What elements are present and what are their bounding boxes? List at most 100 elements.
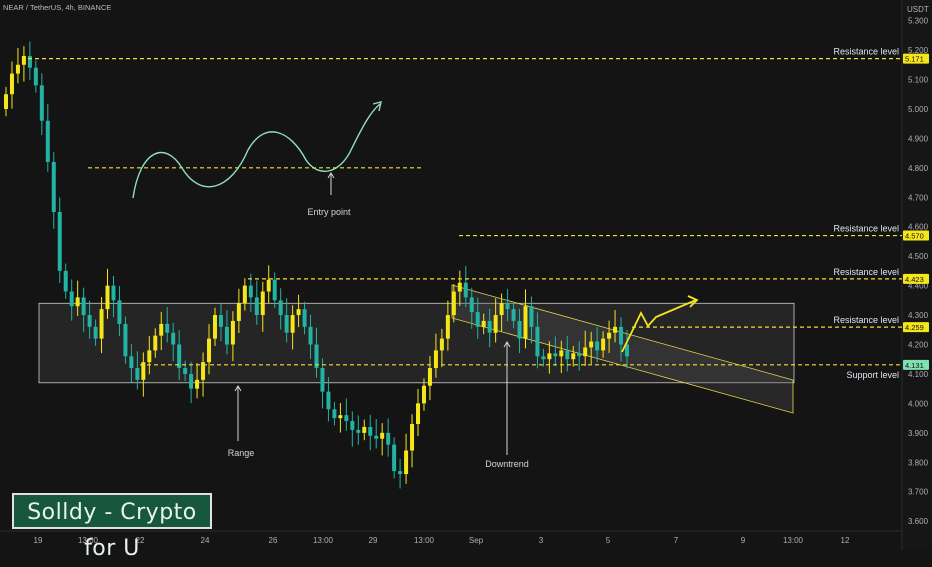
candle bbox=[386, 418, 391, 457]
candle bbox=[302, 301, 307, 335]
candle-body bbox=[302, 309, 307, 327]
candle-body bbox=[463, 282, 468, 298]
candle bbox=[589, 331, 594, 365]
candle bbox=[93, 319, 98, 346]
candle bbox=[398, 459, 403, 489]
candle bbox=[57, 197, 62, 283]
candle-body bbox=[177, 344, 182, 369]
candle bbox=[27, 41, 32, 80]
candle bbox=[21, 46, 26, 82]
candle-body bbox=[165, 323, 170, 333]
entry-pointer-head bbox=[327, 172, 335, 179]
candle bbox=[87, 300, 92, 339]
candle-body bbox=[326, 391, 331, 410]
candle-body bbox=[9, 73, 14, 95]
candle-body bbox=[123, 323, 128, 357]
candle-body bbox=[320, 368, 325, 392]
candle bbox=[493, 298, 498, 343]
candle-body bbox=[535, 326, 540, 357]
candle-body bbox=[583, 347, 588, 357]
candle-body bbox=[266, 279, 271, 292]
candle-body bbox=[350, 421, 355, 430]
level-label: Resistance level bbox=[833, 315, 899, 325]
candle bbox=[15, 47, 20, 84]
candle bbox=[571, 345, 576, 367]
candle-body bbox=[201, 362, 206, 380]
price-tick-label: 4.100 bbox=[908, 370, 929, 379]
candle-body bbox=[619, 326, 624, 345]
candle-body bbox=[380, 432, 385, 439]
candle bbox=[625, 330, 629, 369]
candle bbox=[374, 418, 379, 449]
price-tick-label: 4.700 bbox=[908, 193, 929, 202]
price-levels: Resistance level 5.171 Resistance level 4.5… bbox=[28, 47, 929, 380]
candle bbox=[45, 103, 50, 172]
time-tick-label: 24 bbox=[201, 536, 210, 545]
candle bbox=[177, 330, 182, 381]
level-badge-text: 4.259 bbox=[905, 323, 924, 332]
candle-body bbox=[81, 297, 86, 316]
candle bbox=[63, 263, 68, 299]
time-axis-ticks: 19 13:00 22 24 26 13:00 29 13:00 Sep 3 5 7 9 13:00 12 bbox=[34, 536, 850, 545]
candle bbox=[147, 335, 152, 375]
candle-body bbox=[499, 303, 504, 316]
candle-body bbox=[260, 291, 265, 316]
range-zone bbox=[38, 302, 795, 384]
candle-body bbox=[589, 341, 594, 348]
candle bbox=[153, 328, 158, 358]
candle bbox=[242, 278, 247, 311]
candle bbox=[601, 331, 606, 358]
candle-body bbox=[27, 55, 32, 68]
level-badge-text: 4.131 bbox=[905, 361, 924, 370]
candle-body bbox=[410, 424, 415, 451]
candle-body bbox=[212, 315, 217, 339]
price-tick-label: 4.800 bbox=[908, 164, 929, 173]
candle bbox=[278, 288, 283, 330]
candle bbox=[416, 388, 421, 437]
candle-body bbox=[523, 306, 528, 339]
candle-body bbox=[338, 415, 343, 419]
price-tick-label: 4.300 bbox=[908, 311, 929, 320]
candle-body bbox=[189, 373, 194, 389]
candle bbox=[583, 330, 588, 366]
chart-annotations: Entry point Range Downtrend bbox=[228, 207, 529, 469]
candle-body bbox=[248, 285, 253, 298]
candle bbox=[201, 352, 206, 397]
level-label: Resistance level bbox=[833, 224, 899, 234]
price-tick-label: 3.800 bbox=[908, 458, 929, 467]
candle-body bbox=[105, 285, 110, 310]
projection-arrowhead bbox=[372, 101, 382, 112]
candle-body bbox=[308, 326, 313, 345]
price-tick-label: 5.200 bbox=[908, 46, 929, 55]
candle-body bbox=[63, 270, 68, 292]
price-tick-label: 3.700 bbox=[908, 488, 929, 497]
candle bbox=[619, 317, 624, 362]
candle-body bbox=[404, 450, 409, 475]
candle bbox=[487, 308, 492, 348]
candle bbox=[105, 268, 110, 319]
candle bbox=[212, 307, 217, 346]
candle bbox=[457, 270, 462, 306]
candle bbox=[356, 415, 361, 445]
candle-body bbox=[99, 309, 104, 339]
candle bbox=[81, 287, 86, 332]
candle-body bbox=[153, 335, 158, 351]
candle-body bbox=[511, 309, 516, 321]
candle-body bbox=[529, 306, 534, 327]
candle bbox=[421, 378, 426, 411]
candle bbox=[427, 355, 432, 401]
candle-body bbox=[433, 350, 438, 369]
candle bbox=[553, 336, 558, 366]
level-badge bbox=[903, 359, 929, 370]
candle-body bbox=[457, 282, 462, 292]
plot-background bbox=[0, 0, 902, 530]
candle bbox=[290, 305, 295, 350]
candle bbox=[4, 86, 8, 117]
level-label: Resistance level bbox=[833, 267, 899, 277]
candle-body bbox=[368, 426, 373, 436]
price-tick-label: 5.100 bbox=[908, 76, 929, 85]
candle-body bbox=[439, 338, 444, 351]
price-tick-label: 4.500 bbox=[908, 252, 929, 261]
candle bbox=[607, 320, 612, 354]
candle bbox=[326, 377, 331, 422]
